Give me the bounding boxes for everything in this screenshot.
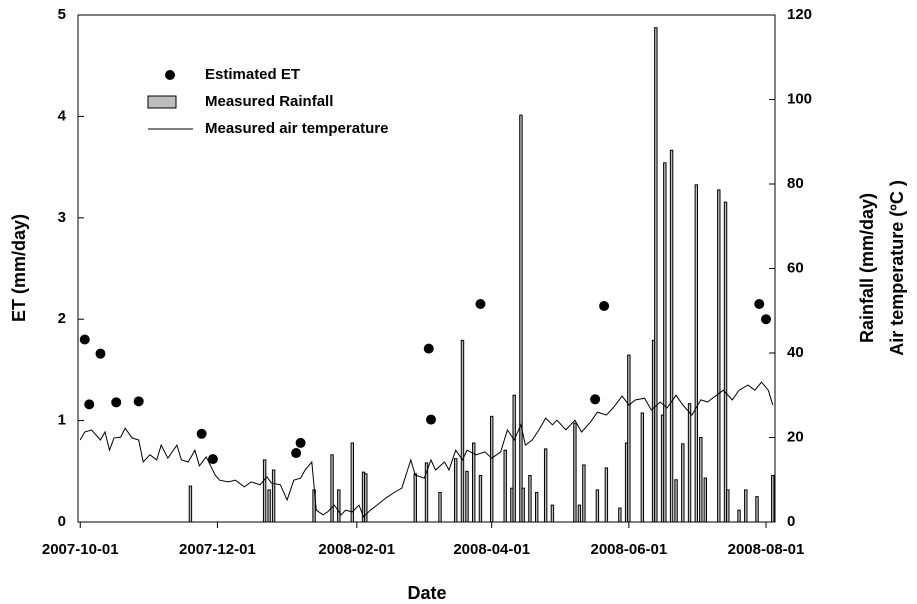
rain-bar	[577, 504, 582, 523]
rain-bar	[521, 487, 525, 523]
y2-tick-label: 0	[787, 513, 795, 530]
et-point	[95, 348, 106, 359]
rain-bar	[465, 470, 469, 523]
y2-axis-label: Air temperature (ºC )	[887, 180, 907, 356]
rain-bar	[687, 403, 692, 523]
legend-label: Measured Rainfall	[205, 93, 333, 110]
rain-bar	[350, 442, 355, 523]
rain-bar	[472, 442, 476, 523]
y2-tick-label: 40	[787, 344, 804, 361]
rain-bar	[755, 496, 759, 523]
et-point	[423, 343, 434, 354]
et-point	[761, 314, 772, 325]
rain-bar	[262, 459, 267, 523]
x-tick-label: 2008-02-01	[318, 541, 395, 558]
et-point	[475, 298, 486, 309]
rain-bar	[364, 473, 368, 523]
rain-bar	[503, 449, 507, 523]
x-tick-label: 2007-10-01	[42, 541, 119, 558]
rain-bar	[627, 354, 631, 523]
temperature-line	[79, 381, 774, 518]
et-point	[599, 301, 610, 312]
rain-bar	[726, 489, 730, 523]
x-tick-label: 2008-04-01	[453, 541, 530, 558]
rain-bar	[640, 412, 645, 523]
et-point	[196, 428, 207, 439]
rain-bar	[490, 415, 494, 523]
rain-bar	[699, 437, 703, 523]
rain-bar	[337, 489, 341, 523]
y-tick-label: 2	[58, 310, 66, 327]
et-point	[291, 448, 302, 459]
rain-bar	[512, 394, 516, 523]
x-tick-label: 2007-12-01	[179, 541, 256, 558]
rain-bar	[519, 114, 523, 523]
rain-bar	[550, 504, 555, 523]
rain-bar	[595, 489, 600, 523]
rain-bar	[703, 477, 707, 523]
rain-bar	[413, 473, 417, 523]
x-axis-label: Date	[407, 583, 446, 603]
et-point	[79, 334, 90, 345]
rain-bar	[271, 469, 276, 523]
rain-bar	[654, 27, 658, 523]
rain-bar	[582, 464, 586, 523]
x-tick-label: 2008-08-01	[728, 541, 805, 558]
et-point	[425, 414, 436, 425]
rain-bar	[424, 462, 429, 523]
rain-bar	[744, 489, 748, 523]
y-tick-label: 4	[58, 107, 67, 124]
rain-bar	[694, 184, 699, 523]
rain-bar	[267, 489, 271, 523]
rain-bar	[681, 443, 685, 523]
rain-bar	[771, 475, 775, 523]
et-point	[133, 396, 144, 407]
et-point	[590, 394, 601, 405]
rain-bar	[454, 458, 458, 523]
rain-bar	[188, 485, 193, 523]
y2-axis-label: Rainfall (mm/day)	[857, 193, 877, 343]
rain-bar	[534, 491, 539, 523]
et-point	[84, 399, 95, 410]
rain-bar	[618, 507, 622, 523]
rain-bar	[460, 339, 465, 523]
y-tick-label: 0	[58, 513, 66, 530]
y-axis-label: ET (mm/day)	[9, 214, 29, 322]
rain-bar	[330, 454, 334, 523]
rain-bar	[717, 189, 721, 523]
rain-bar	[573, 422, 577, 523]
y-tick-label: 1	[58, 412, 66, 429]
y-tick-label: 3	[58, 209, 66, 226]
rain-bar	[478, 475, 483, 523]
rain-bar	[669, 149, 674, 523]
rain-bar	[543, 448, 548, 523]
et-point	[295, 437, 306, 448]
y2-tick-label: 80	[787, 175, 804, 192]
legend-swatch	[147, 95, 177, 109]
y2-tick-label: 60	[787, 259, 804, 276]
rain-bar	[663, 162, 667, 523]
y2-tick-label: 20	[787, 428, 804, 445]
y2-tick-label: 100	[787, 90, 812, 107]
legend-label: Estimated ET	[205, 66, 300, 83]
y2-tick-label: 120	[787, 6, 812, 23]
et-point	[754, 298, 765, 309]
legend-marker	[165, 70, 175, 80]
rain-bar	[438, 491, 442, 523]
et-point	[207, 454, 218, 465]
y-tick-label: 5	[58, 6, 66, 23]
x-tick-label: 2008-06-01	[590, 541, 667, 558]
legend-label: Measured air temperature	[205, 120, 388, 137]
rain-bar	[528, 475, 532, 523]
rain-bar	[674, 479, 678, 523]
rain-bar	[723, 201, 728, 523]
rain-bar	[604, 467, 609, 523]
rain-bar	[737, 509, 741, 523]
et-point	[111, 397, 122, 408]
